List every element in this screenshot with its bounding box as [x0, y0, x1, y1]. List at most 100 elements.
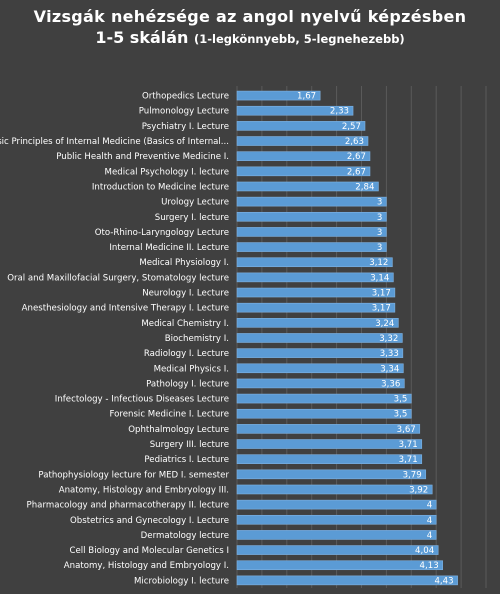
data-label: 3,34: [380, 364, 399, 374]
data-label: 4: [427, 531, 432, 541]
bar: [236, 575, 458, 586]
chart-subtitle-main: 1-5 skálán: [95, 28, 189, 47]
data-label: 2,57: [342, 122, 361, 132]
data-label: 3,14: [370, 273, 389, 283]
bar: [236, 181, 379, 192]
category-label: Psychiatry I. Lecture: [142, 122, 229, 132]
data-label: 3,17: [372, 289, 391, 299]
data-label: 3: [377, 243, 382, 253]
category-label: Cell Biology and Molecular Genetics I: [70, 546, 230, 556]
category-label: Surgery III. lecture: [150, 440, 229, 450]
category-label: Pediatrics I. Lecture: [144, 455, 229, 465]
data-label: 2,63: [345, 137, 364, 147]
category-label: Internal Medicine II. Lecture: [109, 243, 229, 253]
bar: [236, 499, 437, 510]
bar: [236, 302, 396, 313]
bar: [236, 454, 423, 464]
bar: [236, 363, 404, 374]
category-label: Microbiology I. lecture: [134, 576, 229, 586]
data-label: 3,67: [397, 425, 416, 435]
chart-subtitle: 1-5 skálán (1-legkönnyebb, 5-legnehezebb…: [0, 27, 500, 50]
bar: [236, 333, 403, 343]
category-label: Pharmacology and pharmacotherapy II. lec…: [27, 501, 229, 511]
category-label: Oral and Maxillofacial Surgery, Stomatol…: [7, 273, 229, 283]
bar: [236, 227, 387, 237]
bar: [236, 560, 443, 571]
bar: [236, 136, 369, 146]
bar: [236, 378, 405, 389]
bar: [236, 211, 387, 222]
category-label: Obstetrics and Gynecology I. Lecture: [70, 516, 229, 526]
category-label: Anatomy, Histology and Embryology III.: [59, 485, 229, 495]
bar: [236, 90, 321, 101]
data-label: 4: [427, 516, 432, 526]
data-label: 3,71: [399, 455, 418, 465]
data-label: 3,79: [403, 470, 422, 480]
category-label: Pulmonology Lecture: [139, 107, 229, 117]
data-label: 2,33: [330, 107, 349, 117]
data-label: 3: [377, 198, 382, 208]
bar: [236, 166, 371, 177]
data-label: 4: [427, 501, 432, 511]
bar: [236, 530, 437, 540]
bar: [236, 439, 423, 449]
category-label: Anesthesiology and Intensive Therapy I. …: [22, 304, 229, 314]
chart-title-block: Vizsgák nehézsége az angol nyelvű képzés…: [0, 6, 500, 50]
category-label: Medical Physiology I.: [139, 258, 229, 268]
bar: [236, 469, 427, 480]
chart-title: Vizsgák nehézsége az angol nyelvű képzés…: [33, 7, 467, 26]
bar: [236, 242, 387, 252]
data-label: 3,5: [394, 395, 408, 405]
data-label: 4,43: [434, 576, 453, 586]
category-label: Orthopedics Lecture: [142, 92, 229, 102]
category-label: Anatomy, Histology and Embryology I.: [64, 561, 229, 571]
data-label: 3,92: [409, 485, 428, 495]
data-label: 3,24: [375, 319, 394, 329]
data-label: 3,32: [379, 334, 398, 344]
bar: [236, 151, 371, 161]
category-label: Surgery I. lecture: [155, 213, 229, 223]
category-label: Forensic Medicine I. Lecture: [109, 410, 229, 420]
category-label: Medical Physics I.: [154, 364, 229, 374]
bar: [236, 514, 437, 525]
category-label: Neurology I. Lecture: [142, 289, 229, 299]
data-label: 2,67: [347, 152, 366, 162]
category-label: Medical Chemistry I.: [141, 319, 229, 329]
bar: [236, 318, 399, 328]
bar: [236, 257, 393, 268]
category-label: Basic Principles of Internal Medicine (B…: [0, 137, 229, 147]
category-label: Introduction to Medicine lecture: [92, 182, 229, 192]
data-label: 3,17: [372, 304, 391, 314]
data-label: 1,67: [297, 92, 316, 102]
category-label: Public Health and Preventive Medicine I.: [56, 152, 229, 162]
bar: [236, 196, 387, 207]
bar: [236, 121, 366, 131]
bar: [236, 408, 412, 419]
data-label: 3,36: [381, 379, 400, 389]
category-label: Urology Lecture: [161, 198, 229, 208]
category-label: Oto-Rhino-Laryngology Lecture: [95, 228, 229, 238]
data-label: 3,33: [380, 349, 399, 359]
category-label: Pathology I. lecture: [146, 379, 229, 389]
data-label: 3,5: [394, 410, 408, 420]
data-label: 3: [377, 228, 382, 238]
data-label: 4,13: [420, 561, 439, 571]
bar: [236, 105, 354, 116]
data-label: 2,84: [355, 182, 374, 192]
chart-subtitle-scale-note: (1-legkönnyebb, 5-legnehezebb): [194, 32, 405, 46]
bar: [236, 348, 404, 358]
bar: [236, 287, 396, 298]
bar: [236, 393, 412, 404]
category-label: Pathophysiology lecture for MED I. semes…: [38, 470, 229, 480]
data-label: 3: [377, 213, 382, 223]
category-label: Ophthalmology Lecture: [128, 425, 229, 435]
bar: [236, 424, 421, 434]
data-label: 3,71: [399, 440, 418, 450]
category-label: Infectology - Infectious Diseases Lectur…: [55, 395, 229, 405]
category-label: Dermatology lecture: [141, 531, 229, 541]
category-label: Medical Psychology I. lecture: [105, 167, 229, 177]
data-label: 4,04: [415, 546, 434, 556]
bar: [236, 484, 433, 495]
